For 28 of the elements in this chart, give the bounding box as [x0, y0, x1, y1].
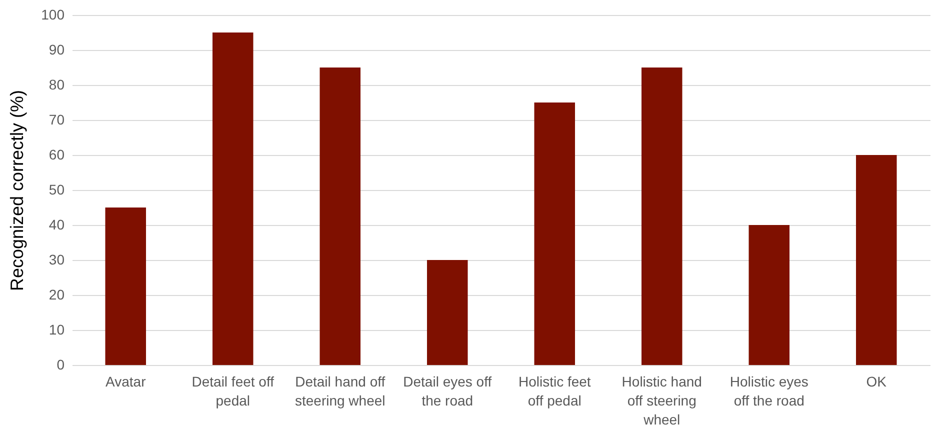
- y-tick-label: 100: [41, 6, 65, 22]
- x-tick-label: Holistic feet off pedal: [518, 374, 591, 408]
- bar: [641, 68, 682, 365]
- bar: [856, 155, 897, 365]
- bar: [320, 68, 361, 365]
- bar: [748, 225, 790, 365]
- y-tick-label: 70: [48, 112, 65, 128]
- x-tick-label: Detail feet off pedal: [192, 374, 274, 408]
- bar: [427, 260, 468, 365]
- x-tick-label: Avatar: [106, 374, 146, 390]
- y-tick-label: 30: [48, 252, 65, 268]
- x-tick-label: Holistic eyes off the road: [730, 374, 808, 408]
- y-tick-label: 60: [48, 146, 65, 162]
- bar: [534, 102, 576, 365]
- y-tick-label: 80: [48, 76, 65, 92]
- x-tick-label: OK: [866, 374, 888, 390]
- y-axis-title: Recognized correctly (%): [7, 90, 28, 292]
- y-tick-label: 0: [56, 356, 65, 372]
- y-tick-label: 50: [48, 182, 65, 198]
- y-tick-label: 10: [48, 322, 65, 338]
- x-tick-label: Detail eyes off the road: [403, 374, 492, 408]
- bar: [105, 208, 146, 365]
- bar: [212, 32, 254, 365]
- y-tick-label: 40: [48, 216, 65, 232]
- x-tick-label: Detail hand off steering wheel: [294, 374, 386, 408]
- y-tick-label: 90: [48, 42, 65, 58]
- y-tick-label: 20: [48, 286, 65, 302]
- x-tick-label: Holistic hand off steering wheel: [622, 374, 702, 428]
